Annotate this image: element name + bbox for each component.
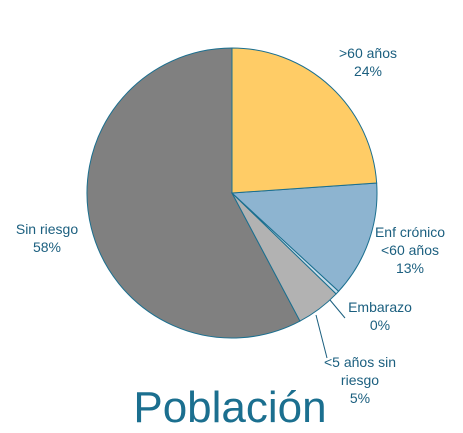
leader-line [329,299,346,319]
slice-label: >60 años 24% [323,44,413,80]
category-label: >60 años [339,45,397,61]
value-label: 13% [395,260,425,276]
pie-slice [230,182,378,292]
category-label: Enf crónico <60 años [374,224,446,258]
value-label: 58% [32,239,62,255]
slice-label: Embarazo 0% [340,298,420,334]
pie-slice [86,47,301,339]
slice-label: <5 años sin riesgo 5% [315,353,405,407]
value-label: 5% [349,390,371,406]
category-label: Sin riesgo [15,221,79,237]
category-label: Embarazo [348,299,412,315]
slice-label: Enf crónico <60 años 13% [370,223,450,277]
slice-label: Sin riesgo 58% [2,220,92,256]
value-label: 24% [353,63,383,79]
chart-title: Población [133,383,327,432]
leader-line [315,314,328,359]
category-label: <5 años sin riesgo [324,354,396,388]
value-label: 0% [369,317,391,333]
pie-slice [231,47,378,194]
